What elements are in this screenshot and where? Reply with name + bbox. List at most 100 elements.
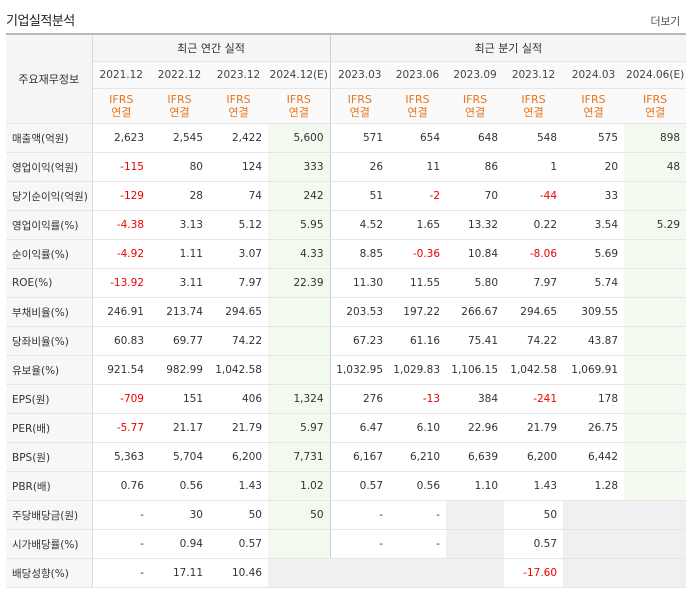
- value-cell: 10.46: [209, 558, 268, 588]
- value-cell: 5,704: [150, 442, 209, 472]
- value-cell: [563, 558, 625, 588]
- value-cell: 0.56: [389, 471, 447, 501]
- value-cell: 294.65: [209, 297, 268, 327]
- more-link[interactable]: 더보기: [650, 15, 681, 28]
- value-cell: -115: [92, 152, 150, 182]
- value-cell: [624, 413, 687, 443]
- value-cell: 575: [563, 123, 625, 153]
- value-cell: 51: [330, 181, 390, 211]
- value-cell: -: [389, 529, 447, 559]
- consolidated-label: 연결: [111, 106, 132, 119]
- table-row: 배당성향(%) -17.11 10.46 -17.60: [6, 558, 687, 588]
- row-label: 유보율(%): [6, 355, 93, 385]
- value-cell: [624, 239, 687, 269]
- value-cell: 5.95: [268, 210, 331, 240]
- value-cell: 2,545: [150, 123, 209, 153]
- value-cell: [624, 355, 687, 385]
- value-cell: 86: [446, 152, 505, 182]
- value-cell: 48: [624, 152, 687, 182]
- value-cell: [624, 558, 687, 588]
- value-cell: 30: [150, 500, 209, 530]
- value-cell: 70: [446, 181, 505, 211]
- value-cell: 898: [624, 123, 687, 153]
- value-cell: 1,069.91: [563, 355, 625, 385]
- value-cell: [624, 268, 687, 298]
- table-body: 매출액(억원) 2,623 2,545 2,422 5,600 571 654 648 548 5…: [6, 123, 687, 588]
- value-cell: 21.79: [209, 413, 268, 443]
- value-cell: 5.69: [563, 239, 625, 269]
- table-row: 영업이익률(%) -4.38 3.13 5.12 5.95 4.52 1.65 13.32 0.…: [6, 210, 687, 240]
- consolidated-label: 연결: [228, 106, 249, 119]
- value-cell: 197.22: [389, 297, 447, 327]
- period-header: 2024.03: [563, 61, 625, 89]
- value-cell: 8.85: [330, 239, 390, 269]
- accounting-standard: IFRS 연결: [389, 88, 447, 124]
- value-cell: [624, 529, 687, 559]
- value-cell: -241: [504, 384, 564, 414]
- value-cell: 3.07: [209, 239, 268, 269]
- accounting-standard: IFRS 연결: [150, 88, 209, 124]
- accounting-standard: IFRS 연결: [330, 88, 390, 124]
- value-cell: 0.22: [504, 210, 564, 240]
- accounting-standard: IFRS 연결: [563, 88, 625, 124]
- value-cell: 11.55: [389, 268, 447, 298]
- value-cell: 50: [504, 500, 564, 530]
- value-cell: 124: [209, 152, 268, 182]
- table-row: 순이익률(%) -4.92 1.11 3.07 4.33 8.85 -0.36 10.84 -8…: [6, 239, 687, 269]
- value-cell: -709: [92, 384, 150, 414]
- value-cell: [624, 297, 687, 327]
- ifrs-label: IFRS: [405, 93, 430, 106]
- consolidated-label: 연결: [464, 106, 486, 119]
- ifrs-label: IFRS: [521, 93, 546, 106]
- value-cell: [563, 500, 625, 530]
- value-cell: 22.39: [268, 268, 331, 298]
- consolidated-label: 연결: [288, 106, 309, 119]
- value-cell: 242: [268, 181, 331, 211]
- value-cell: 6,442: [563, 442, 625, 472]
- value-cell: [268, 326, 331, 356]
- value-cell: 11: [389, 152, 447, 182]
- consolidated-label: 연결: [169, 106, 190, 119]
- value-cell: -4.38: [92, 210, 150, 240]
- value-cell: 1,029.83: [389, 355, 447, 385]
- value-cell: 151: [150, 384, 209, 414]
- value-cell: 3.54: [563, 210, 625, 240]
- value-cell: 1,032.95: [330, 355, 390, 385]
- value-cell: [624, 471, 687, 501]
- section-title: 기업실적분석: [6, 14, 75, 29]
- value-cell: 1,324: [268, 384, 331, 414]
- accounting-standard: IFRS 연결: [92, 88, 150, 124]
- table-row: 유보율(%) 921.54 982.99 1,042.58 1,032.95 1,029.…: [6, 355, 687, 385]
- consolidated-label: 연결: [523, 106, 544, 119]
- value-cell: -: [92, 500, 150, 530]
- value-cell: 406: [209, 384, 268, 414]
- value-cell: 3.11: [150, 268, 209, 298]
- table-row: 주당배당금(원) -30 50 50- -50: [6, 500, 687, 530]
- value-cell: [446, 529, 505, 559]
- consolidated-label: 연결: [407, 106, 428, 119]
- accounting-standard: IFRS 연결: [504, 88, 564, 124]
- value-cell: 0.76: [92, 471, 150, 501]
- value-cell: 0.57: [330, 471, 390, 501]
- value-cell: [268, 355, 331, 385]
- period-header: 2024.06(E): [624, 61, 687, 89]
- value-cell: 0.56: [150, 471, 209, 501]
- row-label: 배당성향(%): [6, 558, 93, 588]
- value-cell: 0.57: [209, 529, 268, 559]
- row-label: BPS(원): [6, 442, 93, 472]
- value-cell: 654: [389, 123, 447, 153]
- table-row: ROE(%) -13.92 3.11 7.97 22.39 11.30 11.55 5.80 7…: [6, 268, 687, 298]
- value-cell: 26: [330, 152, 390, 182]
- accounting-standard: IFRS 연결: [268, 88, 331, 124]
- value-cell: 384: [446, 384, 505, 414]
- value-cell: -129: [92, 181, 150, 211]
- value-cell: 6.10: [389, 413, 447, 443]
- value-cell: 0.94: [150, 529, 209, 559]
- value-cell: [389, 558, 447, 588]
- value-cell: 648: [446, 123, 505, 153]
- value-cell: 80: [150, 152, 209, 182]
- value-cell: [268, 297, 331, 327]
- value-cell: 5.80: [446, 268, 505, 298]
- row-label: 부채비율(%): [6, 297, 93, 327]
